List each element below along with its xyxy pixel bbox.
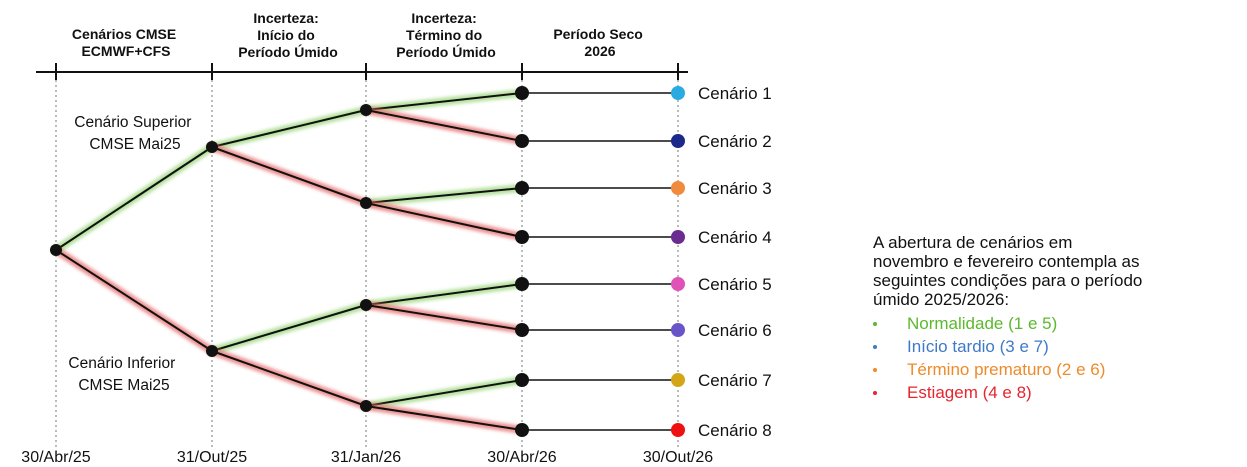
legend-bullet-icon <box>873 367 877 372</box>
scenario-label: Cenário 4 <box>698 228 772 247</box>
scenario-node <box>515 373 529 387</box>
green-branch <box>365 92 523 111</box>
scenario-label: Cenário 3 <box>698 179 772 198</box>
header-line: Período Seco <box>553 26 642 42</box>
red-branch <box>365 304 523 331</box>
header-line: Incerteza: <box>411 10 476 26</box>
scenario-end-marker <box>671 181 685 195</box>
decision-node <box>206 345 218 357</box>
green-branch <box>365 283 523 306</box>
header-termino-periodo-umido: Incerteza: Término do Período Úmido <box>396 10 496 60</box>
scenario-end-marker <box>671 277 685 291</box>
scenario-end-marker <box>671 86 685 100</box>
date-label: 30/Out/26 <box>643 449 713 466</box>
scenario-end-marker <box>671 230 685 244</box>
legend-intro-line: úmido 2025/2026: <box>873 290 1010 309</box>
header-line: Cenários CMSE <box>72 26 176 42</box>
header-line: 2026 <box>584 43 615 59</box>
legend-item-label: Término prematuro (2 e 6) <box>907 360 1106 379</box>
decision-node <box>360 299 372 311</box>
scenario-end-marker <box>671 423 685 437</box>
legend-bullet-icon <box>873 321 877 326</box>
lower-scenario-label-line: CMSE Mai25 <box>78 377 169 394</box>
green-branch <box>55 146 213 251</box>
header-line: ECMWF+CFS <box>81 43 170 59</box>
header-periodo-seco: Período Seco 2026 <box>553 26 646 59</box>
scenario-end-marker <box>671 323 685 337</box>
legend-item-label: Início tardio (3 e 7) <box>907 337 1049 356</box>
green-branch <box>365 379 523 407</box>
scenario-label: Cenário 6 <box>698 321 772 340</box>
scenario-node <box>515 86 529 100</box>
lower-scenario-label: Cenário Inferior CMSE Mai25 <box>68 355 179 394</box>
upper-scenario-label-line: Cenário Superior <box>74 114 191 131</box>
scenario-node <box>515 181 529 195</box>
header-cenarios-cmse: Cenários CMSE ECMWF+CFS <box>72 26 180 59</box>
date-label: 31/Jan/26 <box>331 449 401 466</box>
header-line: Início do <box>257 27 315 43</box>
red-branch <box>211 146 367 204</box>
legend-item-label: Estiagem (4 e 8) <box>907 383 1032 402</box>
date-label: 30/Abr/25 <box>21 449 90 466</box>
legend-item: Início tardio (3 e 7) <box>873 335 1247 358</box>
scenario-node <box>515 134 529 148</box>
red-branch <box>55 249 213 352</box>
scenario-node <box>515 230 529 244</box>
header-line: Período Úmido <box>396 43 496 60</box>
scenario-label: Cenário 1 <box>698 84 772 103</box>
decision-node <box>50 244 62 256</box>
path-labels: Cenário Superior CMSE Mai25 Cenário Infe… <box>68 114 196 394</box>
date-label: 30/Abr/26 <box>487 449 556 466</box>
scenario-node <box>515 423 529 437</box>
header-line: Período Úmido <box>238 43 338 60</box>
scenario-node <box>515 323 529 337</box>
header-line: Término do <box>406 27 482 43</box>
scenario-labels: Cenário 1 Cenário 2 Cenário 3 Cenário 4 Cená… <box>698 84 772 440</box>
scenario-label: Cenário 8 <box>698 421 772 440</box>
decision-node <box>360 197 372 209</box>
legend-intro-line: seguintes condições para o período <box>873 271 1143 290</box>
scenario-node <box>515 277 529 291</box>
legend-item-label: Normalidade (1 e 5) <box>907 314 1058 333</box>
decision-node <box>206 141 218 153</box>
scenario-label: Cenário 2 <box>698 132 772 151</box>
scenario-label: Cenário 7 <box>698 371 772 390</box>
scenario-label: Cenário 5 <box>698 275 772 294</box>
decision-node <box>360 400 372 412</box>
scenario-end-marker <box>671 134 685 148</box>
green-branch <box>211 109 367 148</box>
decision-node <box>360 104 372 116</box>
tree-branches <box>52 89 678 434</box>
green-branch <box>365 187 523 204</box>
legend-item: Normalidade (1 e 5) <box>873 312 1247 335</box>
date-labels: 30/Abr/25 31/Out/25 31/Jan/26 30/Abr/26 … <box>21 449 713 466</box>
red-branch <box>365 109 523 142</box>
date-label: 31/Out/25 <box>177 449 247 466</box>
green-branch <box>211 304 367 352</box>
legend-bullet-icon <box>873 344 877 349</box>
legend-intro: A abertura de cenários em novembro e fev… <box>873 233 1247 309</box>
legend-intro-line: A abertura de cenários em <box>873 233 1073 252</box>
legend-item: Término prematuro (2 e 6) <box>873 358 1247 381</box>
timeline-axis <box>36 63 688 80</box>
upper-scenario-label-line: CMSE Mai25 <box>89 136 180 153</box>
header-inicio-periodo-umido: Incerteza: Início do Período Úmido <box>238 10 338 60</box>
red-branch <box>365 405 523 431</box>
legend-panel: A abertura de cenários em novembro e fev… <box>873 233 1247 404</box>
legend-bullet-icon <box>873 390 877 395</box>
header-line: Incerteza: <box>253 10 318 26</box>
scenario-end-marker <box>671 373 685 387</box>
column-headers: Cenários CMSE ECMWF+CFS Incerteza: Iníci… <box>72 10 646 60</box>
legend-item: Estiagem (4 e 8) <box>873 381 1247 404</box>
lower-scenario-label-line: Cenário Inferior <box>68 355 175 372</box>
tree-nodes <box>50 86 685 437</box>
legend-items: Normalidade (1 e 5) Início tardio (3 e 7)… <box>873 312 1247 404</box>
legend-intro-line: novembro e fevereiro contempla as <box>873 252 1140 271</box>
upper-scenario-label: Cenário Superior CMSE Mai25 <box>74 114 196 153</box>
red-branch <box>211 350 367 407</box>
red-branch <box>365 202 523 238</box>
